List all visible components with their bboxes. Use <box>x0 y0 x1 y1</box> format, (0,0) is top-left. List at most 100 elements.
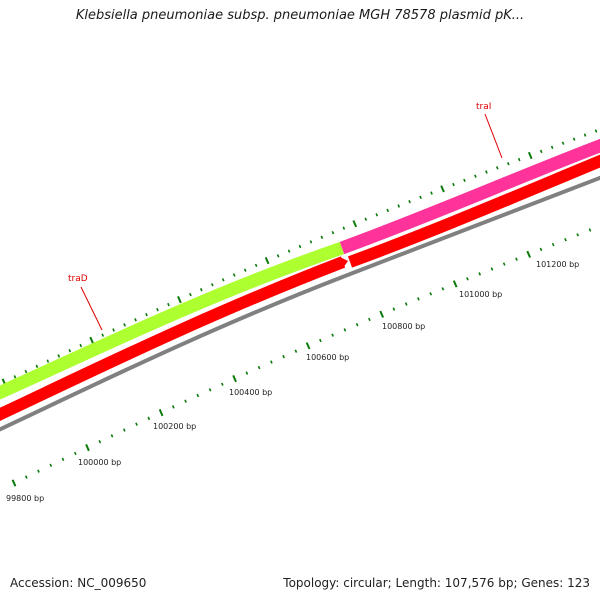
position-label: 99800 bp <box>6 494 44 503</box>
outer-tick-mark <box>408 199 411 204</box>
traI-label-leader <box>484 113 503 159</box>
position-label: 101000 bp <box>459 290 502 299</box>
inner-tick-mark <box>417 297 420 301</box>
outer-tick-mark <box>189 292 192 297</box>
outer-tick-mark <box>539 149 543 154</box>
outer-tick-mark <box>474 174 477 178</box>
cds-arc-right[interactable] <box>347 154 600 268</box>
position-label: 101200 bp <box>536 260 579 269</box>
outer-tick-mark <box>276 254 280 258</box>
outer-tick-mark <box>506 161 510 166</box>
outer-tick-mark <box>375 213 379 217</box>
inner-tick-mark <box>122 428 126 432</box>
inner-tick-mark <box>294 349 298 353</box>
outer-tick-mark <box>221 278 225 282</box>
outer-tick-mark <box>352 220 358 228</box>
outer-tick-mark <box>46 359 50 363</box>
outer-tick-mark <box>123 323 126 327</box>
outer-tick-mark <box>167 302 170 307</box>
outer-tick-mark <box>364 217 368 221</box>
inner-tick-mark <box>466 277 469 281</box>
outer-tick-mark <box>145 312 148 317</box>
inner-tick-mark <box>232 374 237 383</box>
outer-tick-mark <box>254 263 258 268</box>
outer-tick-mark <box>386 208 390 213</box>
gene-label-traD[interactable]: traD <box>68 274 88 284</box>
backbone-ring <box>0 175 600 432</box>
gene-labels: traD traI <box>68 102 503 331</box>
inner-tick-mark <box>24 475 28 479</box>
outer-tick-mark <box>331 230 335 235</box>
outer-tick-mark <box>210 283 214 287</box>
inner-tick-mark <box>331 333 334 337</box>
outer-tick-mark <box>264 256 270 265</box>
outer-tick-mark <box>232 273 236 277</box>
inner-tick-mark <box>135 422 138 426</box>
inner-tick-mark <box>208 388 212 392</box>
outer-tick-mark <box>517 157 521 162</box>
inner-tick-mark <box>171 405 175 409</box>
cds-ring <box>0 154 600 421</box>
inner-tick-mark <box>220 382 224 386</box>
outer-tick-mark <box>112 328 115 332</box>
inner-tick-mark <box>49 463 53 467</box>
position-label: 100400 bp <box>229 388 272 397</box>
inner-tick-mark <box>576 233 580 237</box>
outer-tick-mark <box>485 170 488 174</box>
position-labels: 99800 bp 100000 bp 100200 bp 100400 bp 1… <box>6 260 579 503</box>
outer-tick-mark <box>561 141 565 145</box>
inner-tick-mark <box>110 434 114 438</box>
inner-tick-mark <box>147 416 151 421</box>
gene-label-traI[interactable]: traI <box>476 102 491 112</box>
inner-tick-mark <box>196 393 200 398</box>
outer-tick-mark <box>452 182 455 187</box>
inner-tick-mark <box>85 443 90 452</box>
inner-tick-mark <box>526 250 532 258</box>
map-title: Klebsiella pneumoniae subsp. pneumoniae … <box>75 8 525 23</box>
position-label: 100800 bp <box>382 322 425 331</box>
outer-tick-mark <box>309 240 313 244</box>
outer-tick-mark <box>13 375 17 379</box>
inner-tick-mark <box>490 267 494 271</box>
outer-tick-mark <box>68 348 72 353</box>
inner-tick-mark <box>564 237 567 242</box>
inner-tick-mark <box>184 399 187 403</box>
outer-tick-mark <box>397 204 401 208</box>
inner-tick-mark <box>343 328 347 332</box>
traD-label-leader <box>80 286 103 331</box>
outer-tick-mark <box>419 195 422 200</box>
inner-tick-mark <box>355 322 359 327</box>
inner-tick-mark <box>319 338 322 343</box>
traD-feature-arc[interactable] <box>0 241 345 400</box>
inner-tick-mark <box>452 280 458 288</box>
inner-tick-mark <box>392 307 396 311</box>
outer-tick-mark <box>199 287 203 292</box>
outer-tick-mark <box>495 166 499 170</box>
cds-arc-left[interactable] <box>0 256 346 421</box>
outer-tick-mark <box>342 226 346 230</box>
inner-tick-mark <box>368 317 371 322</box>
position-label: 100000 bp <box>78 458 121 467</box>
inner-tick-mark <box>257 365 261 370</box>
position-label: 100600 bp <box>306 353 349 362</box>
outer-tick-mark <box>572 137 576 141</box>
inner-tick-mark <box>305 342 311 350</box>
inner-tick-mark <box>478 272 482 276</box>
outer-tick-mark <box>430 191 433 195</box>
outer-tick-mark <box>177 295 182 304</box>
outer-tick-mark <box>243 268 247 272</box>
outer-tick-mark <box>35 364 39 369</box>
inner-tick-mark <box>73 451 77 456</box>
position-label: 100200 bp <box>153 422 196 431</box>
inner-tick-mark <box>588 228 592 232</box>
outer-tick-mark <box>320 235 324 240</box>
outer-tick-mark <box>79 343 83 348</box>
inner-tick-mark <box>379 310 385 318</box>
outer-tick-mark <box>89 336 95 344</box>
outer-tick-mark <box>298 244 302 249</box>
outer-tick-mark <box>134 318 137 322</box>
outer-tick-mark <box>101 333 105 337</box>
traI-feature-arc[interactable] <box>339 138 600 255</box>
feature-ring-1 <box>0 138 600 400</box>
